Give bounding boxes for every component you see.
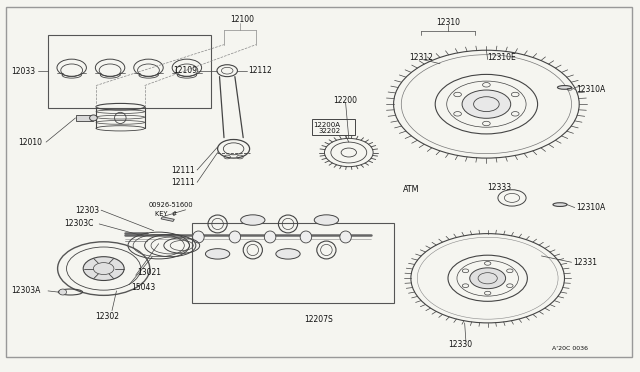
- Ellipse shape: [300, 231, 312, 243]
- Text: 12010: 12010: [18, 138, 42, 147]
- Circle shape: [83, 257, 124, 280]
- Text: 12303C: 12303C: [64, 219, 93, 228]
- Ellipse shape: [314, 215, 339, 225]
- Text: 12109: 12109: [173, 66, 197, 75]
- Ellipse shape: [205, 249, 230, 259]
- Ellipse shape: [90, 115, 97, 121]
- Bar: [48, 35, 211, 108]
- Text: 12033: 12033: [12, 67, 36, 76]
- Text: 12111: 12111: [172, 178, 195, 187]
- Text: 12312: 12312: [410, 53, 433, 62]
- Text: KEY  #: KEY #: [155, 211, 177, 217]
- Ellipse shape: [276, 249, 300, 259]
- Text: 00926-51600: 00926-51600: [148, 202, 193, 208]
- Text: 12333: 12333: [488, 183, 512, 192]
- Bar: [161, 217, 174, 221]
- Ellipse shape: [553, 203, 567, 206]
- Ellipse shape: [193, 231, 204, 243]
- Text: 12112: 12112: [248, 66, 272, 75]
- Text: 15043: 15043: [131, 283, 156, 292]
- Text: ATM: ATM: [403, 185, 420, 194]
- Bar: [192, 223, 394, 303]
- Ellipse shape: [557, 86, 572, 89]
- Text: 12100: 12100: [230, 15, 254, 24]
- Text: 12331: 12331: [573, 258, 596, 267]
- Ellipse shape: [340, 231, 351, 243]
- Text: 12303: 12303: [76, 206, 100, 215]
- Bar: [76, 115, 93, 121]
- Ellipse shape: [59, 289, 67, 295]
- Text: 12200A: 12200A: [314, 122, 340, 128]
- Text: 12200: 12200: [333, 96, 357, 105]
- Ellipse shape: [241, 215, 265, 225]
- Text: 12330: 12330: [448, 340, 472, 349]
- Text: 12302: 12302: [95, 312, 119, 321]
- Text: 12207S: 12207S: [304, 315, 333, 324]
- Text: A'20C 0036: A'20C 0036: [552, 346, 588, 352]
- Text: 13021: 13021: [138, 268, 161, 277]
- Text: 32202: 32202: [318, 128, 340, 134]
- Circle shape: [470, 268, 506, 289]
- Text: 12303A: 12303A: [12, 286, 41, 295]
- Ellipse shape: [264, 231, 276, 243]
- Text: 12111: 12111: [172, 166, 195, 174]
- Text: 12310A: 12310A: [576, 85, 605, 94]
- Text: 12310A: 12310A: [576, 203, 605, 212]
- Ellipse shape: [229, 231, 241, 243]
- Bar: [312, 119, 355, 135]
- Text: 12310: 12310: [436, 18, 460, 27]
- Circle shape: [462, 90, 511, 118]
- Text: 12310E: 12310E: [488, 53, 516, 62]
